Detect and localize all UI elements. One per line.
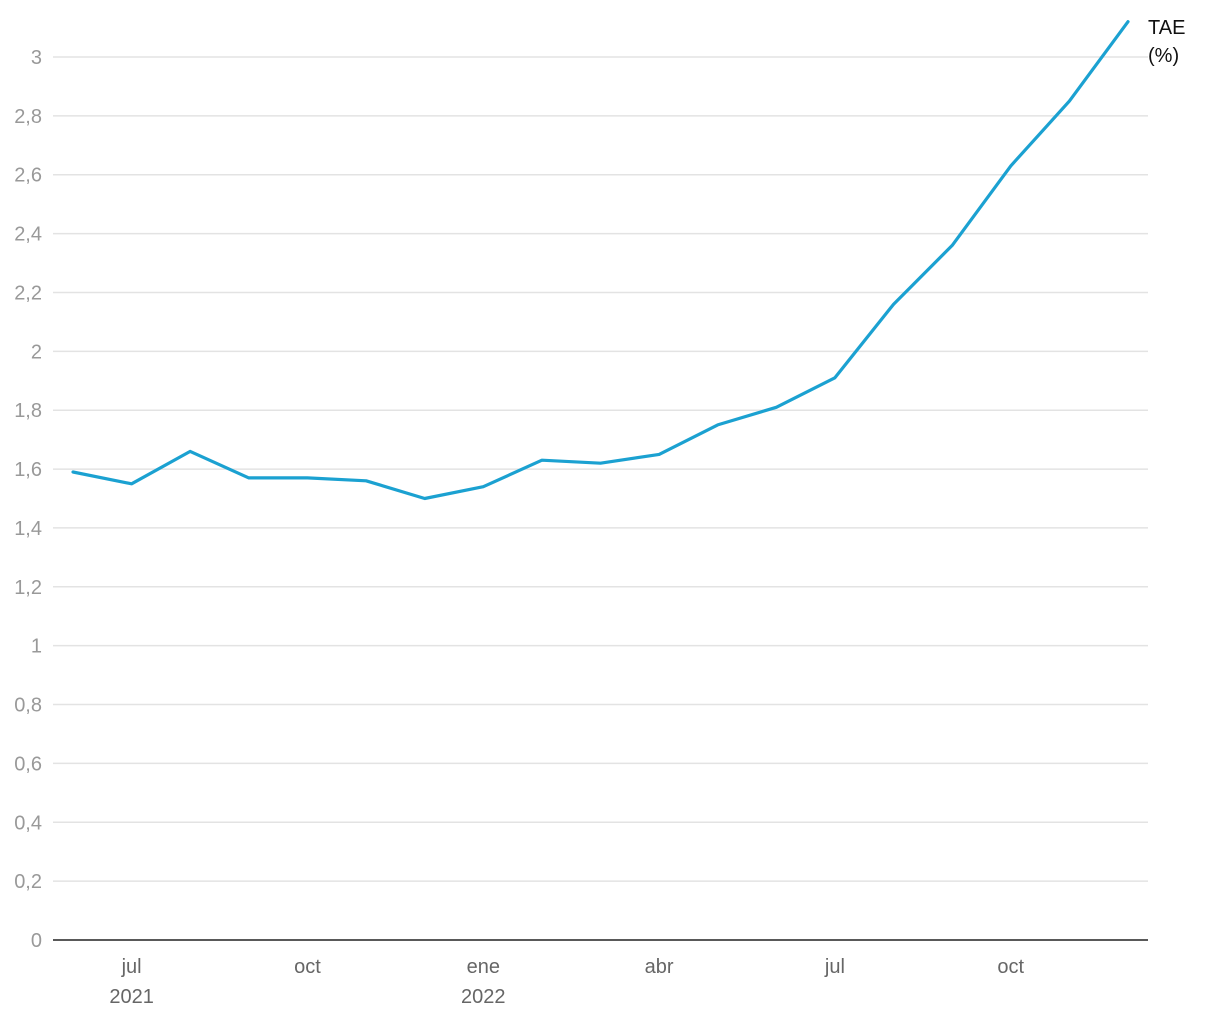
y-tick-label: 3 (31, 47, 42, 69)
x-tick-label: ene (467, 956, 500, 978)
y-tick-label: 2,2 (14, 282, 42, 304)
series-points (73, 22, 1128, 499)
y-tick-label: 2,4 (14, 224, 42, 246)
x-tick-year-label: 2021 (109, 986, 154, 1008)
x-tick-label: jul (824, 956, 845, 978)
y-tick-label: 0,8 (14, 695, 42, 717)
series-line-tae (73, 22, 1128, 499)
x-tick-year-label: 2022 (461, 986, 506, 1008)
y-tick-label: 2,6 (14, 165, 42, 187)
x-tick-label: oct (997, 956, 1024, 978)
y-tick-label: 2 (31, 341, 42, 363)
y-tick-label: 1,6 (14, 459, 42, 481)
y-tick-label: 1,8 (14, 400, 42, 422)
y-tick-label: 1,2 (14, 577, 42, 599)
y-tick-label: 0,4 (14, 812, 42, 834)
x-axis-ticks: jul 2021 oct ene 2022 abr jul oct (109, 956, 1024, 1008)
y-tick-label: 1,4 (14, 518, 42, 540)
series-label-line2: (%) (1148, 45, 1179, 67)
x-tick-label: jul (121, 956, 142, 978)
x-tick-label: abr (645, 956, 674, 978)
y-tick-label: 2,8 (14, 106, 42, 128)
y-tick-label: 0,6 (14, 753, 42, 775)
series-label-line1: TAE (1148, 17, 1185, 39)
y-tick-label: 0,2 (14, 871, 42, 893)
y-tick-label: 1 (31, 636, 42, 658)
x-tick-label: oct (294, 956, 321, 978)
y-axis-ticks: 0 0,2 0,4 0,6 0,8 1 1,2 1,4 1,6 1,8 2 2,2 2,4 2,6 2,8 3 (14, 47, 42, 952)
y-tick-label: 0 (31, 930, 42, 952)
gridlines (53, 57, 1148, 881)
